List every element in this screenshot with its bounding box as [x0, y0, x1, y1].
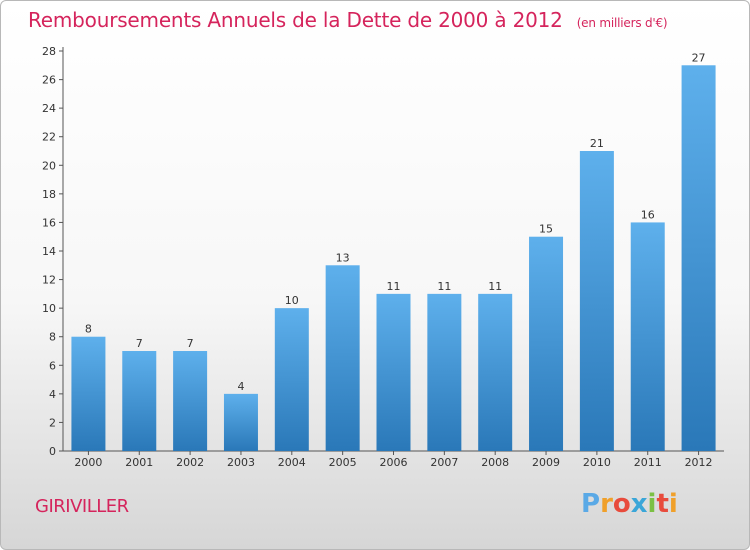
bar-2007: [427, 293, 462, 451]
chart-title: Remboursements Annuels de la Dette de 20…: [28, 8, 668, 32]
data-label-2006: 11: [387, 280, 401, 293]
data-label-2000: 8: [85, 323, 92, 336]
y-tick-label: 16: [42, 216, 56, 229]
y-tick-label: 26: [42, 74, 56, 87]
chart-title-text: Remboursements Annuels de la Dette de 20…: [28, 8, 563, 32]
x-tick-label-2002: 2002: [176, 456, 204, 469]
data-label-2012: 27: [692, 51, 706, 64]
y-tick-label: 18: [42, 188, 56, 201]
y-tick-label: 0: [49, 445, 56, 458]
x-tick-label-2007: 2007: [430, 456, 458, 469]
data-label-2002: 7: [187, 337, 194, 350]
bar-2002: [173, 351, 208, 451]
x-tick-label-2005: 2005: [329, 456, 357, 469]
y-tick-label: 6: [49, 359, 56, 372]
x-tick-label-2008: 2008: [481, 456, 509, 469]
y-tick-label: 14: [42, 245, 56, 258]
bar-2008: [478, 293, 513, 451]
bar-2005: [325, 265, 360, 451]
bar-2010: [579, 151, 614, 451]
data-label-2010: 21: [590, 137, 604, 150]
bar-2001: [122, 351, 157, 451]
x-tick-label-2001: 2001: [125, 456, 153, 469]
y-tick-label: 4: [49, 388, 56, 401]
x-tick-label-2004: 2004: [278, 456, 306, 469]
chart-unit: (en milliers d'€): [576, 16, 668, 30]
bar-2011: [630, 222, 665, 451]
x-tick-label-2012: 2012: [685, 456, 713, 469]
data-label-2007: 11: [437, 280, 451, 293]
data-label-2011: 16: [641, 208, 655, 221]
logo-letter: i: [647, 489, 657, 519]
logo-letter: t: [656, 489, 669, 519]
y-tick-label: 20: [42, 159, 56, 172]
bar-2009: [529, 236, 564, 451]
data-label-2009: 15: [539, 223, 553, 236]
bar-2012: [681, 65, 716, 452]
logo-letter: i: [668, 489, 678, 519]
x-tick-label-2000: 2000: [74, 456, 102, 469]
y-tick-label: 12: [42, 274, 56, 287]
x-tick-label-2003: 2003: [227, 456, 255, 469]
x-tick-label-2009: 2009: [532, 456, 560, 469]
commune-name: GIRIVILLER: [35, 496, 129, 517]
y-tick-label: 24: [42, 102, 56, 115]
bar-2004: [274, 308, 309, 451]
data-label-2008: 11: [488, 280, 502, 293]
data-label-2003: 4: [237, 380, 244, 393]
x-tick-label-2010: 2010: [583, 456, 611, 469]
bar-2003: [223, 393, 258, 451]
data-label-2005: 13: [336, 251, 350, 264]
bar-2006: [376, 293, 411, 451]
x-tick-label-2006: 2006: [380, 456, 408, 469]
x-tick-label-2011: 2011: [634, 456, 662, 469]
y-tick-label: 22: [42, 131, 56, 144]
y-tick-label: 10: [42, 302, 56, 315]
data-label-2004: 10: [285, 294, 299, 307]
y-tick-label: 28: [42, 45, 56, 58]
logo-letter: P: [581, 489, 601, 519]
logo-letter: r: [600, 489, 613, 519]
proxiti-logo: Proxiti: [581, 489, 678, 519]
y-tick-label: 8: [49, 331, 56, 344]
data-label-2001: 7: [136, 337, 143, 350]
logo-letter: o: [612, 489, 631, 519]
y-tick-label: 2: [49, 416, 56, 429]
logo-letter: x: [630, 489, 648, 519]
bar-2000: [71, 336, 106, 451]
